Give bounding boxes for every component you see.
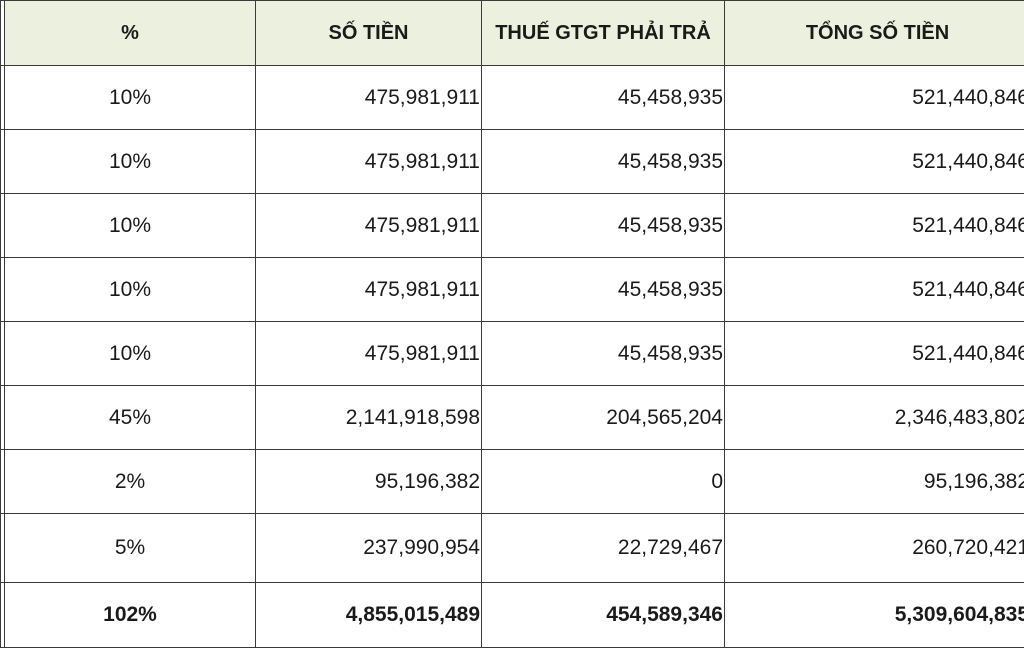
amount-cell[interactable]: 95,196,382 (255, 449, 482, 514)
vat-cell[interactable]: 204,565,204 (481, 385, 725, 450)
amount-cell[interactable]: 475,981,911 (255, 193, 482, 258)
total-amount-cell[interactable]: 4,855,015,489 (255, 582, 482, 648)
total-percent-cell[interactable]: 102% (4, 582, 256, 648)
header-row: % SỐ TIỀN THUẾ GTGT PHẢI TRẢ TỔNG SỐ TIỀ… (0, 0, 1024, 66)
totals-row: 102% 4,855,015,489 454,589,346 5,309,604… (0, 582, 1024, 648)
header-amount[interactable]: SỐ TIỀN (255, 0, 482, 66)
table-row: 10% 475,981,911 45,458,935 521,440,846 (0, 65, 1024, 130)
total-cell[interactable]: 95,196,382 (724, 449, 1024, 514)
percent-cell[interactable]: 10% (4, 321, 256, 386)
amount-cell[interactable]: 475,981,911 (255, 257, 482, 322)
amount-cell[interactable]: 475,981,911 (255, 129, 482, 194)
total-cell[interactable]: 521,440,846 (724, 129, 1024, 194)
percent-cell[interactable]: 10% (4, 193, 256, 258)
vat-cell[interactable]: 45,458,935 (481, 193, 725, 258)
table-row: 5% 237,990,954 22,729,467 260,720,421 (0, 513, 1024, 583)
total-cell[interactable]: 521,440,846 (724, 257, 1024, 322)
percent-cell[interactable]: 5% (4, 513, 256, 583)
grand-total-cell[interactable]: 5,309,604,835 (724, 582, 1024, 648)
percent-cell[interactable]: 2% (4, 449, 256, 514)
total-cell[interactable]: 260,720,421 (724, 513, 1024, 583)
table-row: 10% 475,981,911 45,458,935 521,440,846 (0, 321, 1024, 386)
vat-cell[interactable]: 45,458,935 (481, 321, 725, 386)
total-cell[interactable]: 521,440,846 (724, 321, 1024, 386)
total-cell[interactable]: 521,440,846 (724, 193, 1024, 258)
table-row: 10% 475,981,911 45,458,935 521,440,846 (0, 193, 1024, 258)
table-row: 45% 2,141,918,598 204,565,204 2,346,483,… (0, 385, 1024, 450)
table-row: 10% 475,981,911 45,458,935 521,440,846 (0, 129, 1024, 194)
total-cell[interactable]: 2,346,483,802 (724, 385, 1024, 450)
percent-cell[interactable]: 10% (4, 65, 256, 130)
header-percent[interactable]: % (4, 0, 256, 66)
vat-cell[interactable]: 0 (481, 449, 725, 514)
table-row: 2% 95,196,382 0 95,196,382 (0, 449, 1024, 514)
table-row: 10% 475,981,911 45,458,935 521,440,846 (0, 257, 1024, 322)
vat-cell[interactable]: 45,458,935 (481, 129, 725, 194)
header-vat-payable[interactable]: THUẾ GTGT PHẢI TRẢ (481, 0, 725, 66)
percent-cell[interactable]: 45% (4, 385, 256, 450)
percent-cell[interactable]: 10% (4, 129, 256, 194)
total-cell[interactable]: 521,440,846 (724, 65, 1024, 130)
amount-cell[interactable]: 475,981,911 (255, 65, 482, 130)
vat-cell[interactable]: 45,458,935 (481, 65, 725, 130)
percent-cell[interactable]: 10% (4, 257, 256, 322)
amount-cell[interactable]: 237,990,954 (255, 513, 482, 583)
amount-cell[interactable]: 475,981,911 (255, 321, 482, 386)
header-total-amount[interactable]: TỔNG SỐ TIỀN (724, 0, 1024, 66)
total-vat-cell[interactable]: 454,589,346 (481, 582, 725, 648)
vat-cell[interactable]: 45,458,935 (481, 257, 725, 322)
amount-cell[interactable]: 2,141,918,598 (255, 385, 482, 450)
vat-cell[interactable]: 22,729,467 (481, 513, 725, 583)
